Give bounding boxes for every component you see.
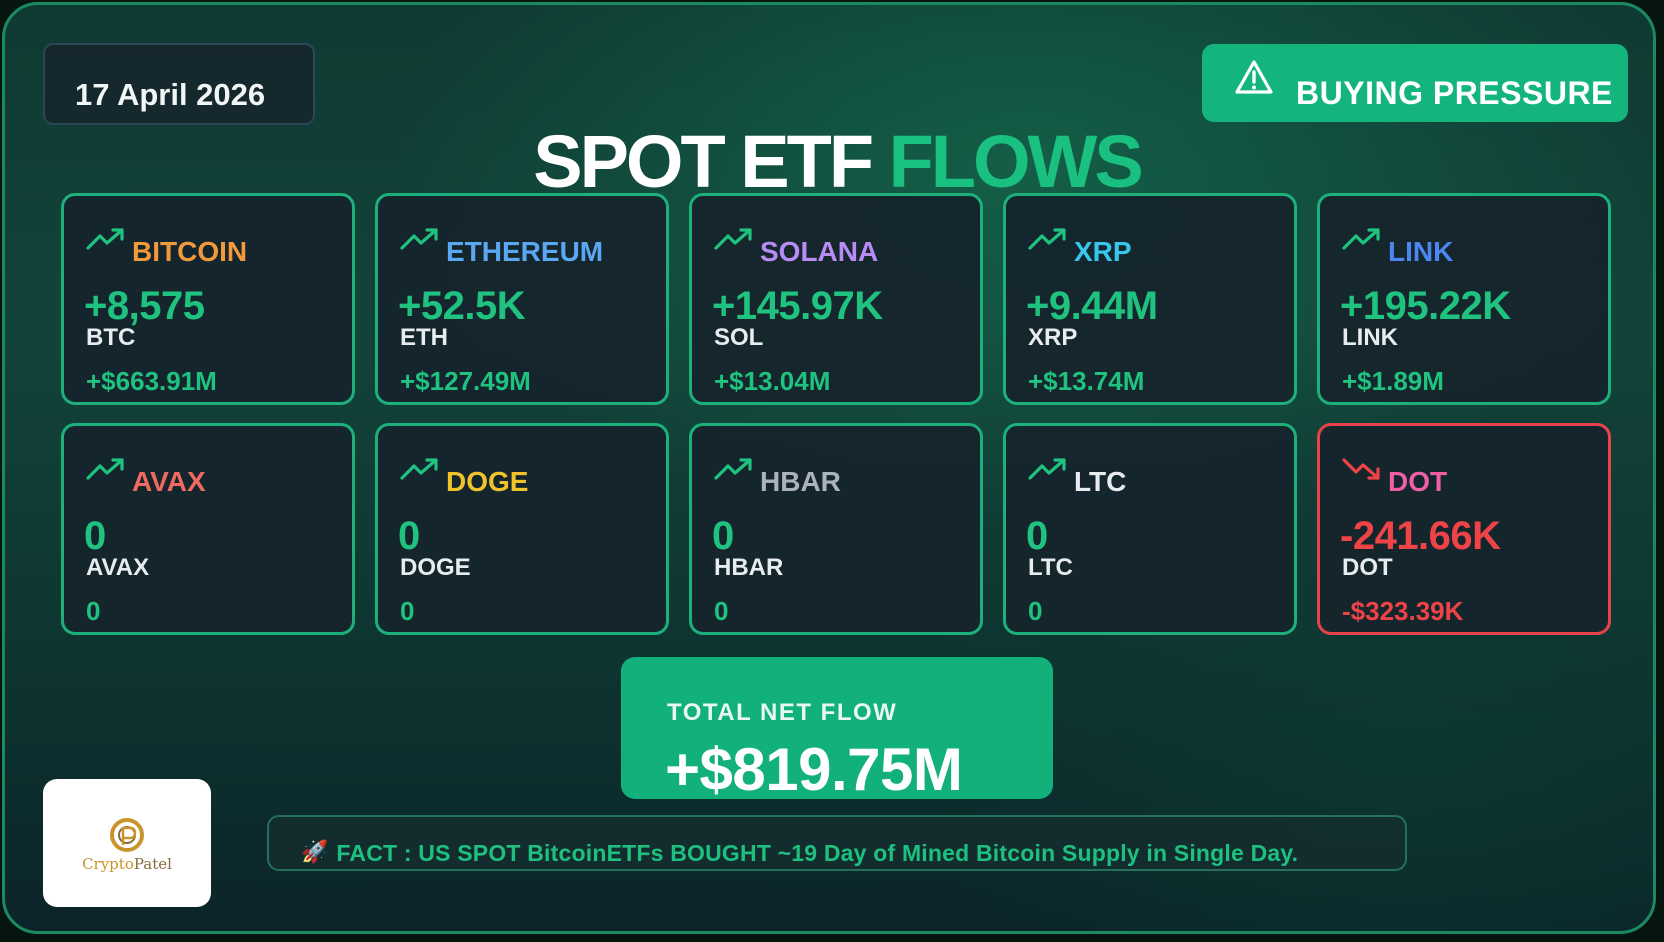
trend-down-icon (1342, 458, 1380, 480)
fact-banner: 🚀 FACT : US SPOT BitcoinETFs BOUGHT ~19 … (267, 815, 1407, 871)
asset-flow-amount: 0 (1026, 514, 1048, 558)
date-box: 17 April 2026 (43, 43, 315, 125)
asset-flow-amount: 0 (84, 514, 106, 558)
asset-flow-usd: -$323.39K (1342, 596, 1464, 626)
asset-name: LINK (1388, 236, 1454, 267)
asset-flow-amount: +195.22K (1340, 284, 1511, 328)
buying-pressure-badge: BUYING PRESSURE (1202, 44, 1628, 122)
title-part-white: SPOT ETF (533, 120, 874, 203)
asset-flow-usd: 0 (400, 596, 415, 626)
asset-flow-usd: 0 (86, 596, 101, 626)
asset-flow-usd: +$13.04M (714, 366, 831, 396)
etf-card-xrp: XRP +9.44M XRP +$13.74M (1003, 193, 1297, 405)
asset-ticker: HBAR (714, 554, 784, 581)
asset-ticker: XRP (1028, 324, 1078, 351)
trend-up-icon (1342, 228, 1380, 250)
trend-up-icon (400, 458, 438, 480)
trend-up-icon (86, 228, 124, 250)
trend-up-icon (86, 458, 124, 480)
brand-name-part2: Patel (133, 855, 172, 873)
asset-ticker: ETH (400, 324, 448, 351)
fact-text: FACT : US SPOT BitcoinETFs BOUGHT ~19 Da… (336, 840, 1299, 866)
etf-card-ltc: LTC 0 LTC 0 (1003, 423, 1297, 635)
asset-ticker: BTC (86, 324, 136, 351)
total-net-flow-label: TOTAL NET FLOW (667, 699, 898, 726)
asset-flow-usd: 0 (714, 596, 729, 626)
asset-ticker: SOL (714, 324, 764, 351)
etf-card-link: LINK +195.22K LINK +$1.89M (1317, 193, 1611, 405)
asset-name: BITCOIN (132, 236, 248, 267)
brand-name: CryptoPatel (43, 855, 211, 873)
asset-flow-amount: +8,575 (84, 284, 205, 328)
asset-flow-usd: +$1.89M (1342, 366, 1444, 396)
trend-up-icon (1028, 458, 1066, 480)
asset-name: HBAR (760, 466, 841, 497)
asset-name: LTC (1074, 466, 1127, 497)
asset-ticker: AVAX (86, 554, 150, 581)
asset-ticker: DOGE (400, 554, 471, 581)
etf-card-dot: DOT -241.66K DOT -$323.39K (1317, 423, 1611, 635)
asset-flow-usd: +$127.49M (400, 366, 531, 396)
etf-card-hbar: HBAR 0 HBAR 0 (689, 423, 983, 635)
asset-flow-amount: +52.5K (398, 284, 526, 328)
page-title: SPOT ETF FLOWS (5, 117, 1653, 207)
etf-card-avax: AVAX 0 AVAX 0 (61, 423, 355, 635)
asset-flow-amount: -241.66K (1340, 514, 1501, 558)
asset-name: DOGE (446, 466, 529, 497)
asset-flow-usd: +$13.74M (1028, 366, 1145, 396)
etf-card-btc: BITCOIN +8,575 BTC +$663.91M (61, 193, 355, 405)
buying-pressure-label: BUYING PRESSURE (1296, 74, 1613, 111)
trend-up-icon (714, 228, 752, 250)
asset-ticker: LTC (1028, 554, 1073, 581)
warning-triangle-icon (1235, 60, 1273, 94)
etf-card-sol: SOLANA +145.97K SOL +$13.04M (689, 193, 983, 405)
etf-card-eth: ETHEREUM +52.5K ETH +$127.49M (375, 193, 669, 405)
asset-flow-amount: 0 (712, 514, 734, 558)
asset-flow-amount: +145.97K (712, 284, 883, 328)
etf-card-doge: DOGE 0 DOGE 0 (375, 423, 669, 635)
asset-ticker: DOT (1342, 554, 1393, 581)
crypto-patel-logo-icon (110, 818, 144, 852)
brand-name-part1: Crypto (82, 855, 134, 873)
trend-up-icon (400, 228, 438, 250)
date-label: 17 April 2026 (75, 77, 266, 112)
asset-flow-amount: +9.44M (1026, 284, 1158, 328)
asset-name: DOT (1388, 466, 1448, 497)
asset-flow-usd: 0 (1028, 596, 1043, 626)
asset-ticker: LINK (1342, 324, 1398, 351)
asset-name: XRP (1074, 236, 1132, 267)
trend-up-icon (714, 458, 752, 480)
asset-name: AVAX (132, 466, 206, 497)
trend-up-icon (1028, 228, 1066, 250)
brand-logo: CryptoPatel (43, 779, 211, 907)
asset-flow-amount: 0 (398, 514, 420, 558)
total-net-flow-card: TOTAL NET FLOW +$819.75M (621, 657, 1053, 799)
asset-name: ETHEREUM (446, 236, 604, 267)
asset-flow-usd: +$663.91M (86, 366, 217, 396)
rocket-icon: 🚀 (301, 839, 329, 864)
asset-name: SOLANA (760, 236, 879, 267)
title-part-green: FLOWS (888, 120, 1144, 203)
total-net-flow-value: +$819.75M (665, 736, 963, 799)
